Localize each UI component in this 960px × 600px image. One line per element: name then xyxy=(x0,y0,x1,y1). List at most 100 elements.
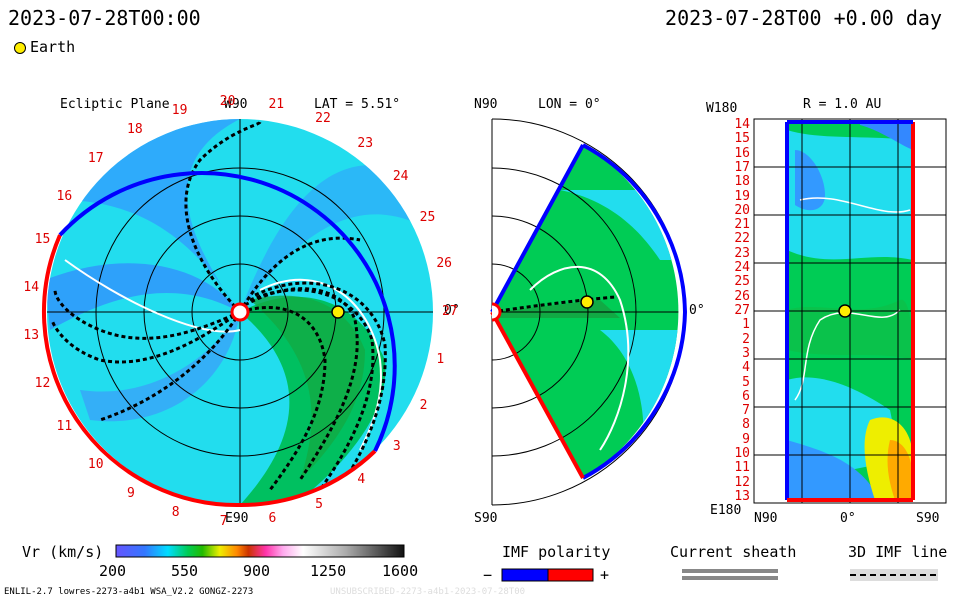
ecliptic-plane-panel xyxy=(41,119,433,508)
ecliptic-right-label: 0° xyxy=(444,303,460,318)
imf-polarity-title: IMF polarity xyxy=(502,543,611,561)
day-label: 15 xyxy=(34,232,51,248)
day-label: 1 xyxy=(436,352,445,368)
day-label: 27 xyxy=(442,304,458,319)
r-y-label: 22 xyxy=(734,231,750,247)
run-time-label: 2023-07-28T00:00 xyxy=(8,6,201,30)
day-label: 2 xyxy=(419,398,428,414)
day-label: 11 xyxy=(56,419,73,435)
r-top-left-label: W180 xyxy=(706,101,738,116)
colorbar-tick-1600: 1600 xyxy=(382,562,419,580)
display-time-label: 2023-07-28T00 +0.00 day xyxy=(665,6,942,30)
r-y-label: 18 xyxy=(734,174,750,190)
r-y-label: 8 xyxy=(742,417,750,433)
current-sheath-title: Current sheath xyxy=(670,543,797,561)
r-y-label: 21 xyxy=(734,217,750,233)
imf-polarity-bar xyxy=(501,568,594,582)
lon-label: LON = 0° xyxy=(538,97,601,112)
colorbar-tick-200: 200 xyxy=(99,562,127,580)
r-title: R = 1.0 AU xyxy=(803,97,882,112)
day-label: 13 xyxy=(23,328,40,344)
r-y-label: 10 xyxy=(734,446,750,462)
r-y-label: 20 xyxy=(734,202,750,218)
lat-label: LAT = 5.51° xyxy=(314,97,401,112)
r-y-label: 16 xyxy=(734,145,750,161)
imf-minus-label: − xyxy=(483,566,493,584)
run-id-footer: UNSUBSCRIBED-2273-a4b1-2023-07-28T00 xyxy=(330,587,526,597)
day-label: 14 xyxy=(23,279,40,295)
colorbar-label: Vr (km/s) xyxy=(22,543,104,561)
r-x-label-n90: N90 xyxy=(754,511,778,526)
day-label: 17 xyxy=(87,151,104,167)
r-bottom-left-label: E180 xyxy=(710,503,742,518)
earth-marker-meridional xyxy=(580,295,594,309)
day-label: 18 xyxy=(127,122,143,138)
r-y-label: 19 xyxy=(734,188,750,204)
day-label: 4 xyxy=(357,472,366,488)
r-1au-panel xyxy=(753,118,947,504)
meridional-right-label: 0° xyxy=(689,303,705,318)
r-y-label: 15 xyxy=(734,131,750,147)
imf-positive-swatch xyxy=(547,568,594,582)
model-version-footer: ENLIL-2.7 lowres-2273-a4b1 WSA_V2.2 GONG… xyxy=(4,587,254,597)
r-y-label: 23 xyxy=(734,245,750,261)
r-y-label: 11 xyxy=(734,460,750,476)
imf-line-swatch xyxy=(850,569,938,581)
colorbar-tick-1250: 1250 xyxy=(310,562,347,580)
day-label: 23 xyxy=(357,135,374,151)
r-y-label: 12 xyxy=(734,474,750,490)
meridional-top-label: N90 xyxy=(474,97,498,112)
ecliptic-title: Ecliptic Plane xyxy=(60,97,170,112)
earth-marker-ecliptic xyxy=(331,305,345,319)
meridional-bottom-label: S90 xyxy=(474,511,498,526)
r-y-label: 5 xyxy=(742,374,750,390)
earth-icon xyxy=(14,41,26,54)
day-label: 6 xyxy=(268,510,277,526)
current-sheath-swatch xyxy=(682,569,778,580)
r-x-label-zero: 0° xyxy=(840,511,856,526)
r-y-label: 4 xyxy=(742,360,750,376)
r-y-label: 24 xyxy=(734,260,750,276)
day-label: 24 xyxy=(392,169,409,184)
imf-plus-label: + xyxy=(600,566,610,584)
day-label: 7 xyxy=(219,513,228,529)
day-label: 22 xyxy=(315,111,331,127)
colorbar-tick-550: 550 xyxy=(171,562,199,580)
sun-marker xyxy=(230,302,250,322)
ecliptic-bottom-label: E90 xyxy=(225,511,249,526)
r-y-label: 26 xyxy=(734,288,750,304)
imf-negative-swatch xyxy=(501,568,549,582)
day-label: 8 xyxy=(171,505,180,521)
r-y-label: 27 xyxy=(734,303,750,318)
day-label: 25 xyxy=(419,209,436,225)
day-label: 3 xyxy=(392,438,401,454)
ecliptic-top-label: W90 xyxy=(224,97,248,112)
r-y-label: 3 xyxy=(742,345,750,361)
r-y-label: 14 xyxy=(734,117,750,132)
day-label: 19 xyxy=(171,102,188,118)
r-y-label: 1 xyxy=(742,317,750,333)
r-y-label: 25 xyxy=(734,274,750,290)
earth-legend-label: Earth xyxy=(30,38,76,56)
day-label: 20 xyxy=(219,94,236,110)
r-y-label: 17 xyxy=(734,159,750,175)
velocity-colorbar xyxy=(115,544,405,558)
day-label: 16 xyxy=(56,188,73,204)
day-label: 10 xyxy=(87,456,104,472)
r-y-label: 13 xyxy=(734,489,750,504)
r-y-label: 2 xyxy=(742,331,750,347)
meridional-plane-panel xyxy=(490,118,688,506)
earth-marker-r xyxy=(838,304,852,318)
day-label: 12 xyxy=(34,375,51,391)
imf-line-title: 3D IMF line xyxy=(848,543,948,561)
day-label: 26 xyxy=(436,255,452,271)
r-y-label: 7 xyxy=(742,403,750,419)
day-label: 5 xyxy=(315,496,323,512)
r-y-label: 6 xyxy=(742,388,750,404)
day-label: 21 xyxy=(268,97,285,113)
day-label: 9 xyxy=(127,485,135,501)
r-x-label-s90: S90 xyxy=(916,511,940,526)
colorbar-tick-900: 900 xyxy=(243,562,271,580)
r-y-label: 9 xyxy=(742,431,750,447)
